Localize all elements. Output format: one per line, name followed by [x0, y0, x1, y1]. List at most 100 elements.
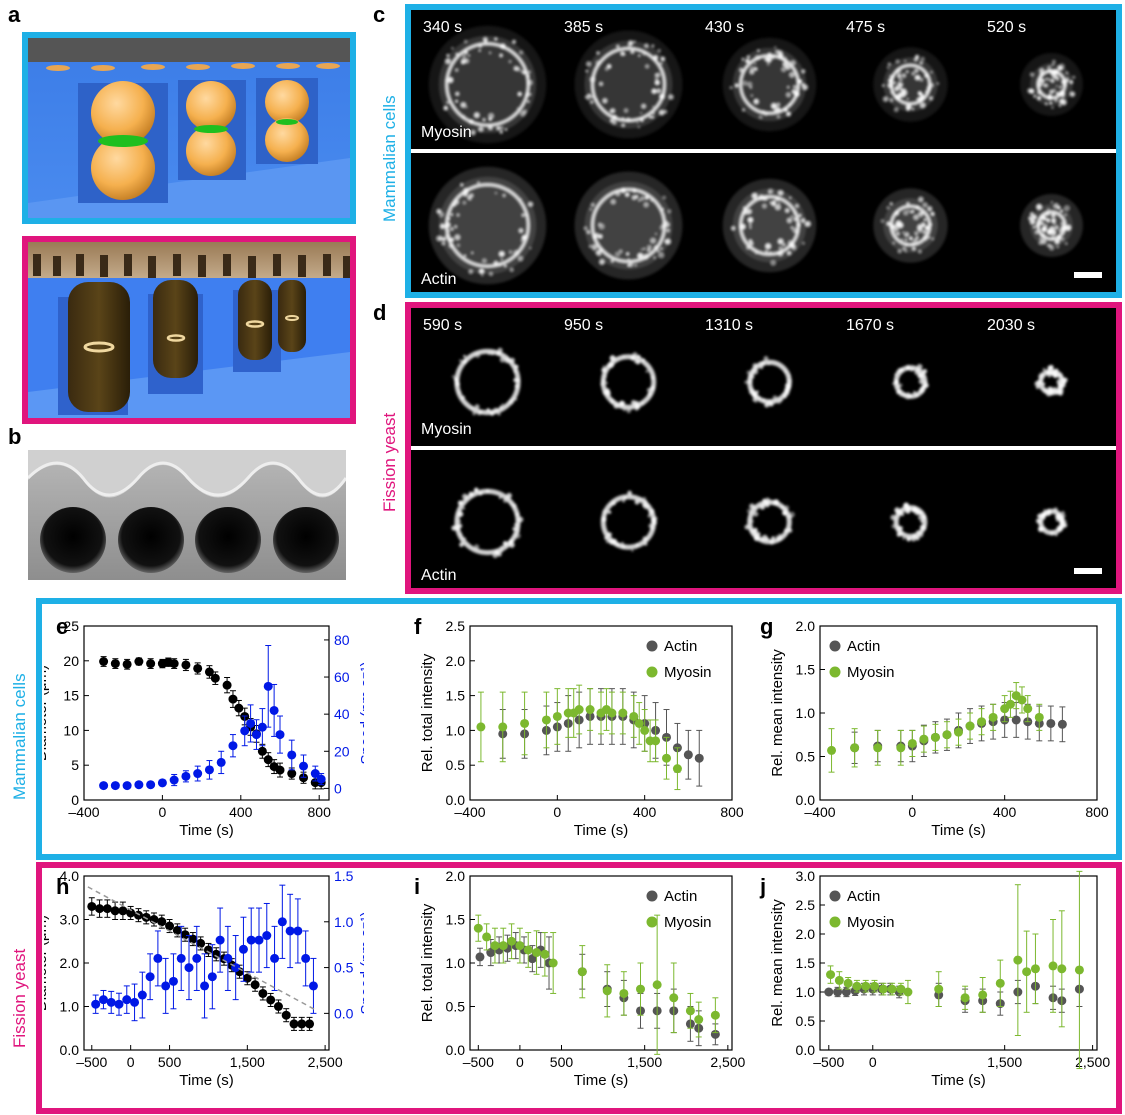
- y-tick-label: 2.5: [446, 618, 466, 634]
- data-point: [172, 925, 182, 935]
- y2-tick-label: 20: [334, 743, 350, 759]
- y-axis-label: Rel. mean intensity: [769, 649, 786, 777]
- micrograph-actin-1: [428, 166, 547, 285]
- y-tick-label: 15: [63, 688, 79, 704]
- data-point: [1022, 967, 1032, 977]
- data-point: [273, 1002, 283, 1011]
- x-tick-label: 500: [158, 1054, 182, 1070]
- y-tick-label: 0.5: [446, 999, 466, 1015]
- x-tick-label: –400: [454, 804, 485, 820]
- data-point: [285, 926, 295, 936]
- chart-j: –500 0 1,500 2,500 0.0 0.5 1.0 1.5 2.0 2.5 3.0 Time…: [769, 868, 1110, 1089]
- y-tick-label: 0.0: [796, 1042, 816, 1058]
- data-point: [99, 656, 109, 666]
- y-tick-label: 4.0: [60, 868, 80, 884]
- y-tick-label: 2.5: [796, 897, 816, 913]
- data-point: [1057, 964, 1067, 974]
- legend-label-actin: Actin: [664, 888, 697, 905]
- data-point: [476, 722, 486, 732]
- data-point: [196, 938, 206, 948]
- legend-label-actin: Actin: [664, 638, 697, 655]
- data-point: [293, 926, 303, 936]
- data-point: [270, 953, 280, 963]
- legend-marker-myosin: [829, 666, 841, 678]
- x-tick-label: 1,500: [627, 1054, 662, 1070]
- data-point: [200, 981, 210, 991]
- micrograph-myosin-3: [722, 37, 817, 132]
- data-point: [266, 995, 276, 1005]
- series-myosin: [473, 914, 720, 1055]
- data-point: [287, 750, 297, 760]
- legend-label-actin: Actin: [847, 888, 880, 905]
- y-tick-label: 10: [63, 722, 79, 738]
- panel-c-micrographs: 340 s 385 s 430 s 475 s 520 s Myosin Actin: [411, 19, 1116, 288]
- micrograph-actin-4: [873, 188, 948, 263]
- panel-label-c: c: [373, 2, 386, 27]
- data-point: [130, 997, 140, 1007]
- y2-axis-label: Speed (nm s⁻¹): [358, 662, 364, 765]
- data-point: [896, 743, 906, 753]
- y-tick-label: 0.0: [796, 792, 816, 808]
- data-point: [275, 730, 285, 740]
- data-point: [145, 972, 155, 982]
- micrograph-actin-4: [890, 502, 928, 542]
- data-point: [222, 680, 232, 690]
- plot-frame: [83, 625, 330, 801]
- data-point: [515, 941, 525, 951]
- fit-line: [87, 886, 318, 1012]
- data-point: [106, 997, 116, 1007]
- series-myosin: [476, 684, 682, 791]
- x-tick-label: 0: [159, 804, 167, 820]
- time-label-1: 590 s: [423, 317, 462, 334]
- row-separator: [411, 149, 1116, 153]
- data-point: [1048, 961, 1058, 971]
- micrograph-actin-5: [1020, 194, 1083, 257]
- data-point: [310, 769, 320, 779]
- side-label-yeast-d: Fission yeast: [380, 412, 399, 512]
- data-point: [165, 921, 175, 931]
- micrograph-myosin-2: [600, 352, 657, 414]
- data-point: [258, 988, 268, 998]
- data-point: [250, 980, 260, 990]
- data-point: [954, 727, 963, 737]
- data-point: [541, 715, 551, 725]
- data-point: [246, 935, 256, 945]
- data-point: [1011, 715, 1021, 725]
- row-label-actin: Actin: [421, 271, 457, 288]
- y-tick-label: 2.0: [796, 618, 816, 634]
- y-tick-label: 1.5: [796, 955, 816, 971]
- panel-label-g: g: [760, 614, 774, 639]
- data-point: [577, 967, 587, 977]
- data-point: [203, 945, 213, 955]
- data-point: [965, 721, 975, 731]
- panel-label-h: h: [56, 874, 70, 899]
- data-point: [602, 986, 612, 996]
- y2-tick-label: 0: [334, 780, 342, 796]
- y-axis-label: Rel. total intensity: [419, 653, 436, 772]
- data-point: [995, 978, 1005, 988]
- legend-label-myosin: Myosin: [847, 914, 895, 931]
- micrograph-myosin-1: [451, 347, 521, 416]
- data-point: [532, 948, 542, 958]
- data-point: [181, 660, 191, 670]
- data-point: [234, 703, 244, 713]
- y2-tick-label: 40: [334, 706, 350, 722]
- data-point: [507, 936, 517, 946]
- y-axis-label: Diameter (μm): [44, 915, 50, 1011]
- data-point: [520, 718, 530, 728]
- data-point: [498, 941, 508, 951]
- x-tick-label: 0: [908, 804, 916, 820]
- time-label-5: 2030 s: [987, 317, 1035, 334]
- data-point: [651, 736, 661, 746]
- data-point: [1005, 699, 1015, 709]
- data-point: [694, 753, 704, 763]
- data-point: [833, 987, 843, 997]
- data-point: [619, 988, 629, 998]
- data-point: [91, 999, 101, 1009]
- data-point: [188, 934, 198, 944]
- y-tick-label: 0.5: [796, 1013, 816, 1029]
- data-point: [873, 743, 883, 753]
- y-tick-label: 2.0: [60, 955, 80, 971]
- y-tick-label: 20: [63, 653, 79, 669]
- data-point: [281, 1010, 291, 1020]
